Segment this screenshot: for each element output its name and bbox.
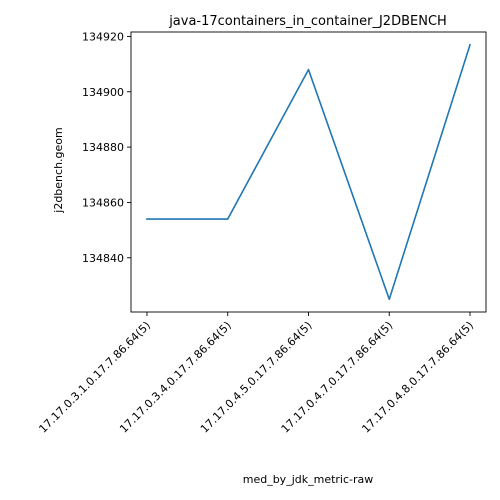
y-axis: 134840 134860 134880 134900 134920 <box>82 30 131 265</box>
x-axis-label: med_by_jdk_metric-raw <box>243 473 374 486</box>
y-tick-label: 134880 <box>82 141 124 154</box>
y-tick-label: 134840 <box>82 252 124 265</box>
plot-frame <box>130 31 487 313</box>
x-axis: 17.17.0.3.1.0.17.7.86.64(5)17.17.0.3.4.0… <box>36 312 476 436</box>
y-axis-label: j2dbench.geom <box>52 127 65 213</box>
chart-title: java-17containers_in_container_J2DBENCH <box>168 14 447 29</box>
y-tick-label: 134900 <box>82 86 124 99</box>
y-tick-label: 134860 <box>82 196 124 209</box>
plot-area: 17.17.0.3.1.0.17.7.86.64(5)17.17.0.3.4.0… <box>36 30 487 436</box>
y-tick-label: 134920 <box>82 30 124 43</box>
series-line <box>146 43 472 301</box>
